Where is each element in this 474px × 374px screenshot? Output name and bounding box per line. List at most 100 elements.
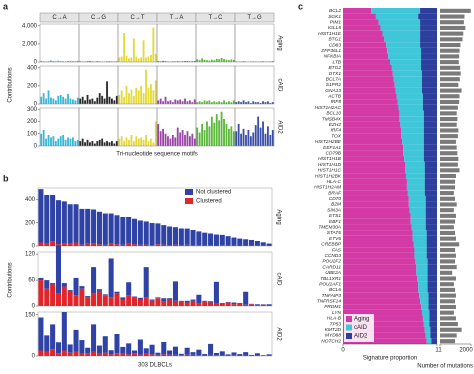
count-bar (440, 253, 456, 258)
signature-bar (62, 96, 65, 104)
proportion-bar (424, 161, 437, 168)
stacked-bar (178, 301, 184, 306)
count-bar (440, 88, 462, 93)
proportion-bar (418, 287, 428, 293)
proportion-bar (400, 121, 424, 128)
stacked-bar (91, 293, 97, 306)
gene-label: POU2AF1 (319, 281, 341, 287)
signature-bar (45, 61, 48, 62)
proportion-bar (343, 59, 390, 65)
substitution-label: C→G (91, 15, 106, 21)
proportion-bar (423, 321, 430, 327)
stacked-bar (167, 350, 173, 355)
stacked-bar (266, 354, 272, 356)
stacked-bar (161, 301, 167, 306)
proportion-bar (425, 213, 437, 219)
stacked-bar (172, 346, 178, 355)
stacked-bar (225, 355, 231, 356)
proportion-bar (343, 104, 399, 111)
proportion-bar (343, 292, 420, 299)
y-tick-label: 120 (25, 252, 36, 258)
proportion-bar (423, 150, 437, 157)
signature-bar (269, 103, 272, 104)
stacked-bar (102, 352, 108, 356)
signature-bar (174, 61, 177, 62)
signature-bar (179, 61, 182, 62)
signature-bar (232, 131, 235, 146)
y-tick-label: 100 (27, 131, 38, 137)
signature-bar (91, 141, 94, 146)
stacked-bar (85, 296, 91, 298)
proportion-bar (343, 287, 419, 293)
gene-label: B2M (331, 202, 341, 208)
gene-label: BRAF (328, 190, 342, 196)
signature-bar (184, 98, 186, 104)
signature-bar (196, 102, 199, 104)
stacked-bar (44, 243, 50, 246)
signature-bar (67, 61, 69, 62)
stacked-bar (149, 223, 155, 246)
proportion-bar (423, 110, 437, 117)
stacked-bar (161, 244, 167, 246)
proportion-bar (343, 99, 398, 105)
signature-bar (89, 99, 91, 104)
count-bar (440, 42, 461, 48)
proportion-bar (391, 64, 422, 71)
stacked-bar (137, 244, 143, 246)
stacked-bar (137, 354, 143, 356)
gene-label: EEF1A1 (323, 145, 341, 151)
stacked-bar (237, 238, 243, 246)
gene-label: SGK1 (328, 14, 341, 20)
count-bar (440, 339, 456, 344)
signature-bar (259, 127, 262, 146)
count-bar (440, 99, 460, 105)
stacked-bar (85, 208, 91, 244)
proportion-bar (343, 144, 404, 151)
signature-bar (59, 136, 62, 146)
signature-bar (215, 102, 218, 104)
stacked-bar (143, 221, 149, 245)
proportion-bar (343, 258, 416, 265)
stacked-bar (91, 209, 97, 244)
gene-label: UBE2A (325, 270, 341, 276)
proportion-bar (409, 207, 426, 214)
gene-label: BTG1 (328, 37, 341, 43)
signature-bar (54, 100, 57, 104)
proportion-bar (414, 252, 427, 259)
count-bar (440, 71, 461, 76)
stacked-bar (190, 354, 196, 356)
stacked-bar (61, 283, 67, 287)
count-bar (440, 168, 460, 173)
signature-bar (254, 125, 257, 146)
stacked-bar (149, 354, 155, 356)
count-bar (440, 202, 457, 207)
stacked-bar (254, 304, 260, 306)
y-tick-label: 200 (27, 83, 38, 89)
stacked-bar (184, 347, 190, 355)
signature-bar (264, 133, 267, 146)
signature-bar (208, 100, 211, 104)
signature-bar (188, 61, 191, 62)
proportion-bar (418, 281, 428, 288)
signature-bar (113, 143, 116, 146)
legend-label: Clustered (196, 199, 222, 205)
proportion-bar (343, 173, 406, 179)
stacked-bar (260, 304, 266, 306)
proportion-bar (426, 241, 437, 248)
signature-bar (159, 131, 162, 146)
signature-bar (201, 102, 204, 104)
count-bar (440, 242, 460, 247)
stacked-bar (44, 288, 50, 306)
signature-bar (76, 139, 79, 146)
stacked-bar (155, 223, 161, 245)
stacked-bar (231, 302, 237, 305)
proportion-bar (343, 121, 401, 128)
proportion-bar (343, 252, 415, 259)
proportion-bar (421, 304, 429, 310)
proportion-bar (429, 309, 437, 316)
stacked-bar (219, 303, 225, 306)
header-strip (234, 12, 275, 23)
signature-bar (171, 134, 174, 146)
stacked-bar (196, 349, 202, 356)
gene-label: HLA-C (327, 179, 342, 185)
